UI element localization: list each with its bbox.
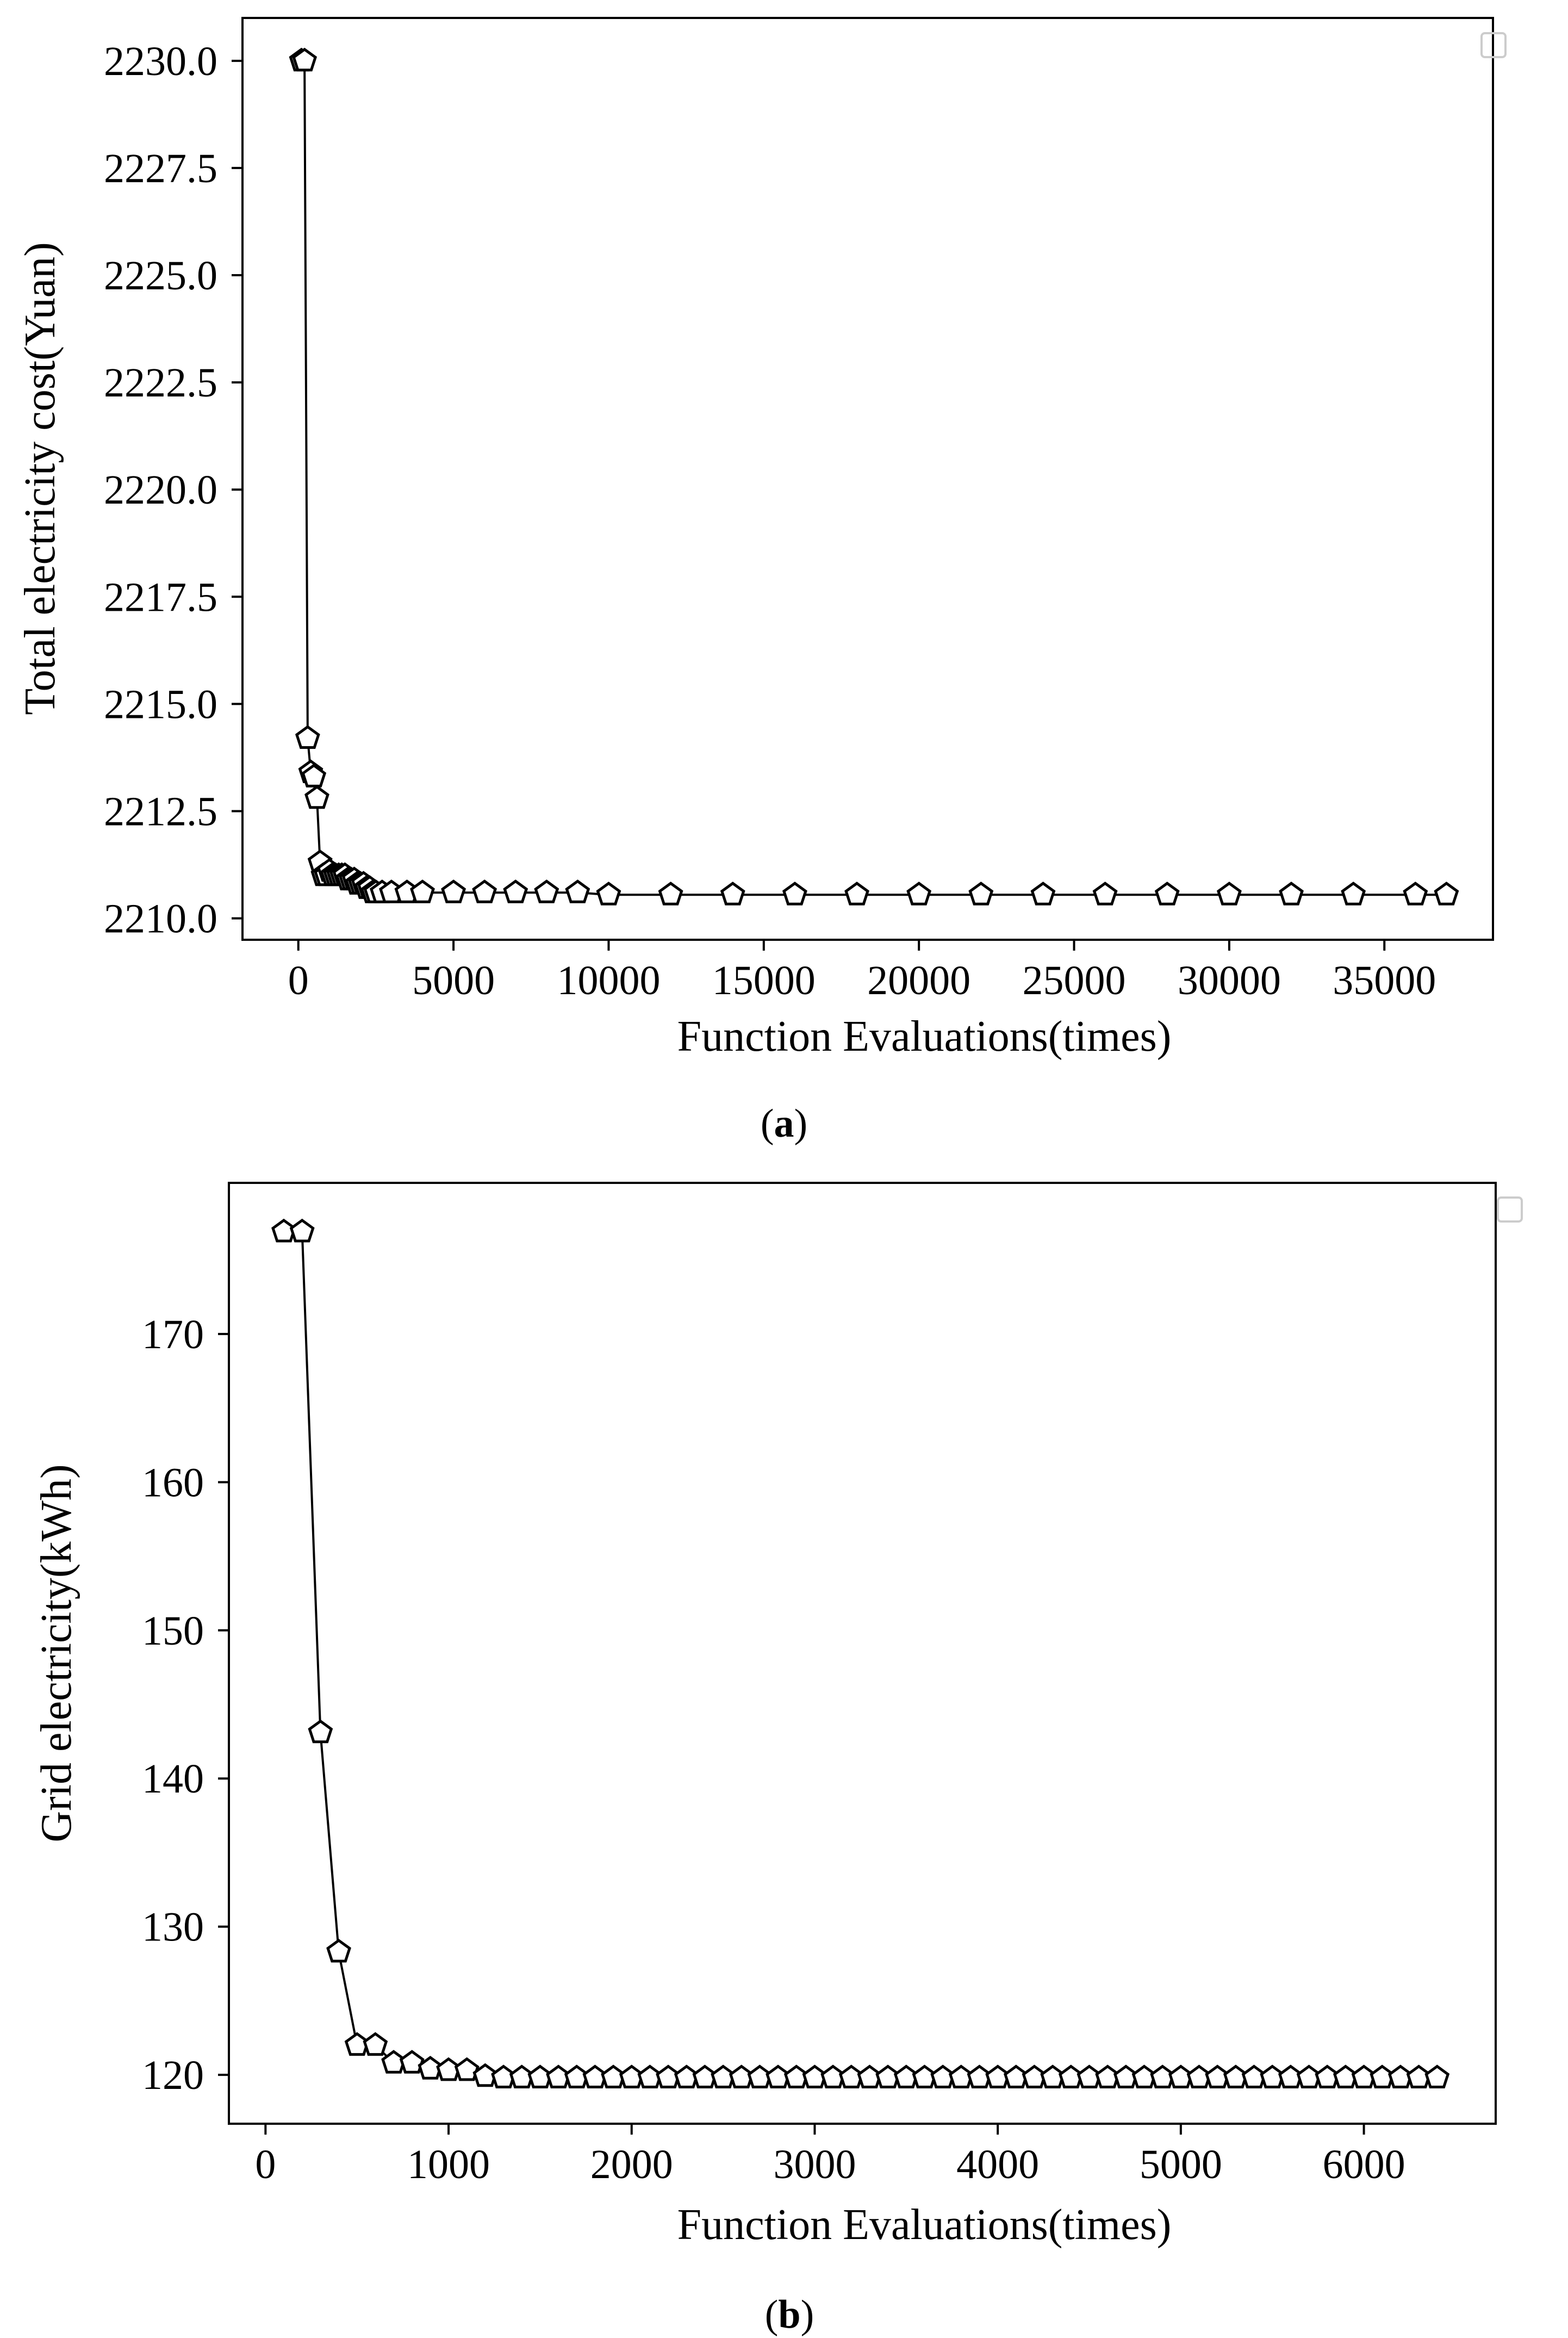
x-tick-label: 25000 [1023, 958, 1126, 1003]
x-tick-label: 1000 [407, 2142, 490, 2187]
x-tick-label: 0 [255, 2142, 276, 2187]
caption-a-close: ) [794, 1101, 808, 1146]
x-tick-label: 30000 [1178, 958, 1281, 1003]
data-point-marker [295, 725, 320, 749]
data-point-marker [782, 882, 807, 906]
data-point-marker [906, 882, 932, 906]
data-point-marker [534, 879, 559, 903]
plot-frame-a [241, 17, 1494, 941]
series-a [289, 47, 1459, 906]
y-axis-title-a: Total electricity cost(Yuan) [16, 242, 64, 715]
data-point-marker [1092, 882, 1118, 906]
x-tick-label: 2000 [590, 2142, 673, 2187]
x-tick-label: 4000 [956, 2142, 1039, 2187]
y-tick-label: 2215.0 [104, 681, 217, 727]
x-tick-label: 0 [288, 958, 309, 1003]
x-tick-label: 5000 [412, 958, 495, 1003]
series-line [284, 1230, 1438, 2079]
data-point-marker [1154, 882, 1180, 906]
y-tick-label: 2227.5 [104, 146, 217, 191]
data-point-marker [441, 879, 466, 903]
y-tick-label: 2230.0 [104, 39, 217, 84]
data-point-marker [472, 879, 497, 903]
data-point-marker [596, 882, 621, 906]
y-tick-label: 2220.0 [104, 467, 217, 513]
x-tick-label: 3000 [773, 2142, 856, 2187]
data-point-marker [1030, 882, 1056, 906]
data-point-marker [503, 879, 528, 903]
data-point-marker [1341, 882, 1366, 906]
data-point-marker [844, 882, 869, 906]
data-point-marker [565, 879, 590, 903]
y-tick-label: 2225.0 [104, 253, 217, 299]
data-point-marker [454, 2057, 480, 2081]
series-line [301, 59, 1447, 896]
x-tick-label: 15000 [712, 958, 816, 1003]
data-point-marker [308, 1719, 333, 1744]
y-tick-label: 2210.0 [104, 896, 217, 942]
x-tick-label: 5000 [1140, 2142, 1222, 2187]
data-point-marker [292, 47, 318, 72]
legend-box-a [1480, 32, 1507, 58]
y-tick-label: 2217.5 [104, 574, 217, 620]
data-point-marker [399, 2050, 425, 2074]
y-tick-label: 120 [142, 2052, 204, 2098]
data-point-marker [1424, 2064, 1450, 2088]
x-tick-label: 10000 [557, 958, 660, 1003]
caption-b: (b) [765, 2292, 814, 2337]
data-point-marker [363, 2032, 388, 2056]
data-point-marker [326, 1938, 351, 1963]
y-axis-ticks-a: 2210.0 2212.5 2215.0 2217.5 2220.0 2222.5 2225… [104, 39, 242, 942]
y-axis-ticks-b: 120 130 140 150 160 170 [142, 1312, 229, 2098]
caption-a-letter: a [774, 1101, 794, 1146]
x-tick-label: 35000 [1333, 958, 1436, 1003]
data-point-marker [301, 764, 327, 787]
data-point-marker [304, 785, 329, 809]
x-tick-label: 20000 [867, 958, 970, 1003]
y-tick-label: 2222.5 [104, 360, 217, 406]
x-tick-label: 6000 [1323, 2142, 1405, 2187]
data-point-marker [1216, 882, 1242, 906]
x-axis-title-a: Function Evaluations(times) [677, 1013, 1172, 1061]
caption-b-close: ) [801, 2292, 814, 2337]
series-b [271, 1218, 1450, 2088]
plot-frame-b [228, 1182, 1497, 2125]
legend-box-b [1497, 1196, 1523, 1223]
chart-panel-b: 0 1000 2000 3000 4000 5000 6000 120 130 140 150 16… [33, 1182, 1523, 2337]
y-tick-label: 170 [142, 1312, 204, 1357]
chart-panel-a: 0 5000 10000 15000 20000 25000 30000 35000 2210… [16, 17, 1507, 1146]
data-point-marker [1434, 882, 1459, 906]
y-tick-label: 140 [142, 1756, 204, 1802]
data-point-marker [289, 1218, 315, 1243]
data-point-marker [1403, 882, 1428, 906]
y-tick-label: 2212.5 [104, 789, 217, 834]
x-axis-ticks-a: 0 5000 10000 15000 20000 25000 30000 35000 [288, 940, 1436, 1003]
caption-b-letter: b [778, 2292, 800, 2337]
x-axis-title-b: Function Evaluations(times) [677, 2201, 1172, 2249]
data-point-marker [658, 882, 683, 906]
data-point-marker [410, 879, 435, 903]
y-tick-label: 160 [142, 1460, 204, 1505]
y-axis-title-b: Grid electricity(kWh) [33, 1464, 80, 1842]
caption-b-open: ( [765, 2292, 779, 2337]
data-point-marker [968, 882, 994, 906]
y-tick-label: 130 [142, 1905, 204, 1950]
x-axis-ticks-b: 0 1000 2000 3000 4000 5000 6000 [255, 2124, 1405, 2187]
y-tick-label: 150 [142, 1608, 204, 1654]
caption-a: (a) [761, 1101, 807, 1146]
data-point-marker [1279, 882, 1304, 906]
data-point-marker [720, 882, 745, 906]
caption-a-open: ( [761, 1101, 774, 1146]
